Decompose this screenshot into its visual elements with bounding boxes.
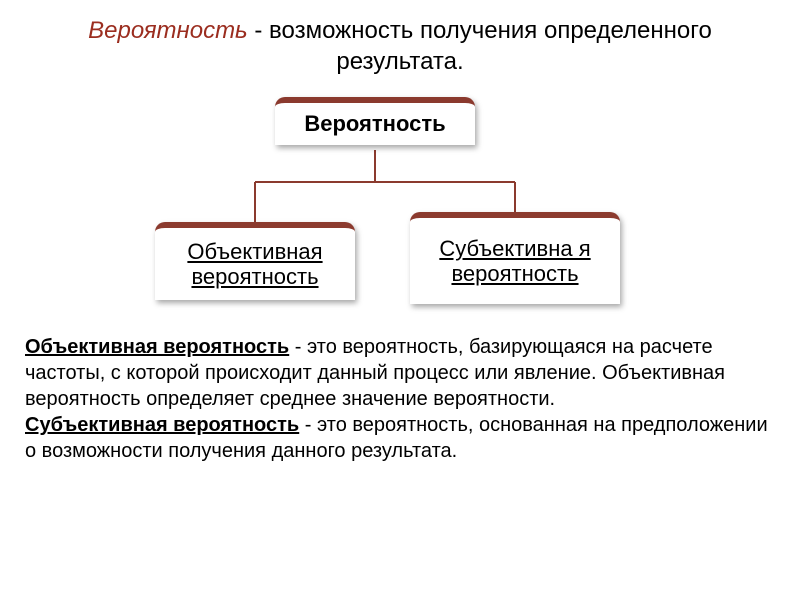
tree-child-subjective-label: Субъективна я вероятность xyxy=(422,236,608,287)
definitions-block: Объективная вероятность - это вероятност… xyxy=(25,334,775,464)
definition-objective-term: Объективная вероятность xyxy=(25,336,289,358)
definition-subjective: Субъективная вероятность - это вероятнос… xyxy=(25,412,775,464)
header-definition: - возможность получения определенного ре… xyxy=(248,17,712,75)
tree-child-objective-label: Объективная вероятность xyxy=(167,239,343,290)
tree-diagram: Вероятность Объективная вероятность Субъ… xyxy=(25,92,775,322)
header-title: Вероятность - возможность получения опре… xyxy=(25,15,775,77)
definition-objective: Объективная вероятность - это вероятност… xyxy=(25,334,775,412)
tree-child-objective: Объективная вероятность xyxy=(155,222,355,300)
tree-root-node: Вероятность xyxy=(275,97,475,145)
tree-child-subjective: Субъективна я вероятность xyxy=(410,212,620,304)
tree-root-label: Вероятность xyxy=(304,111,445,137)
header-term: Вероятность xyxy=(88,17,248,44)
definition-subjective-term: Субъективная вероятность xyxy=(25,414,299,436)
